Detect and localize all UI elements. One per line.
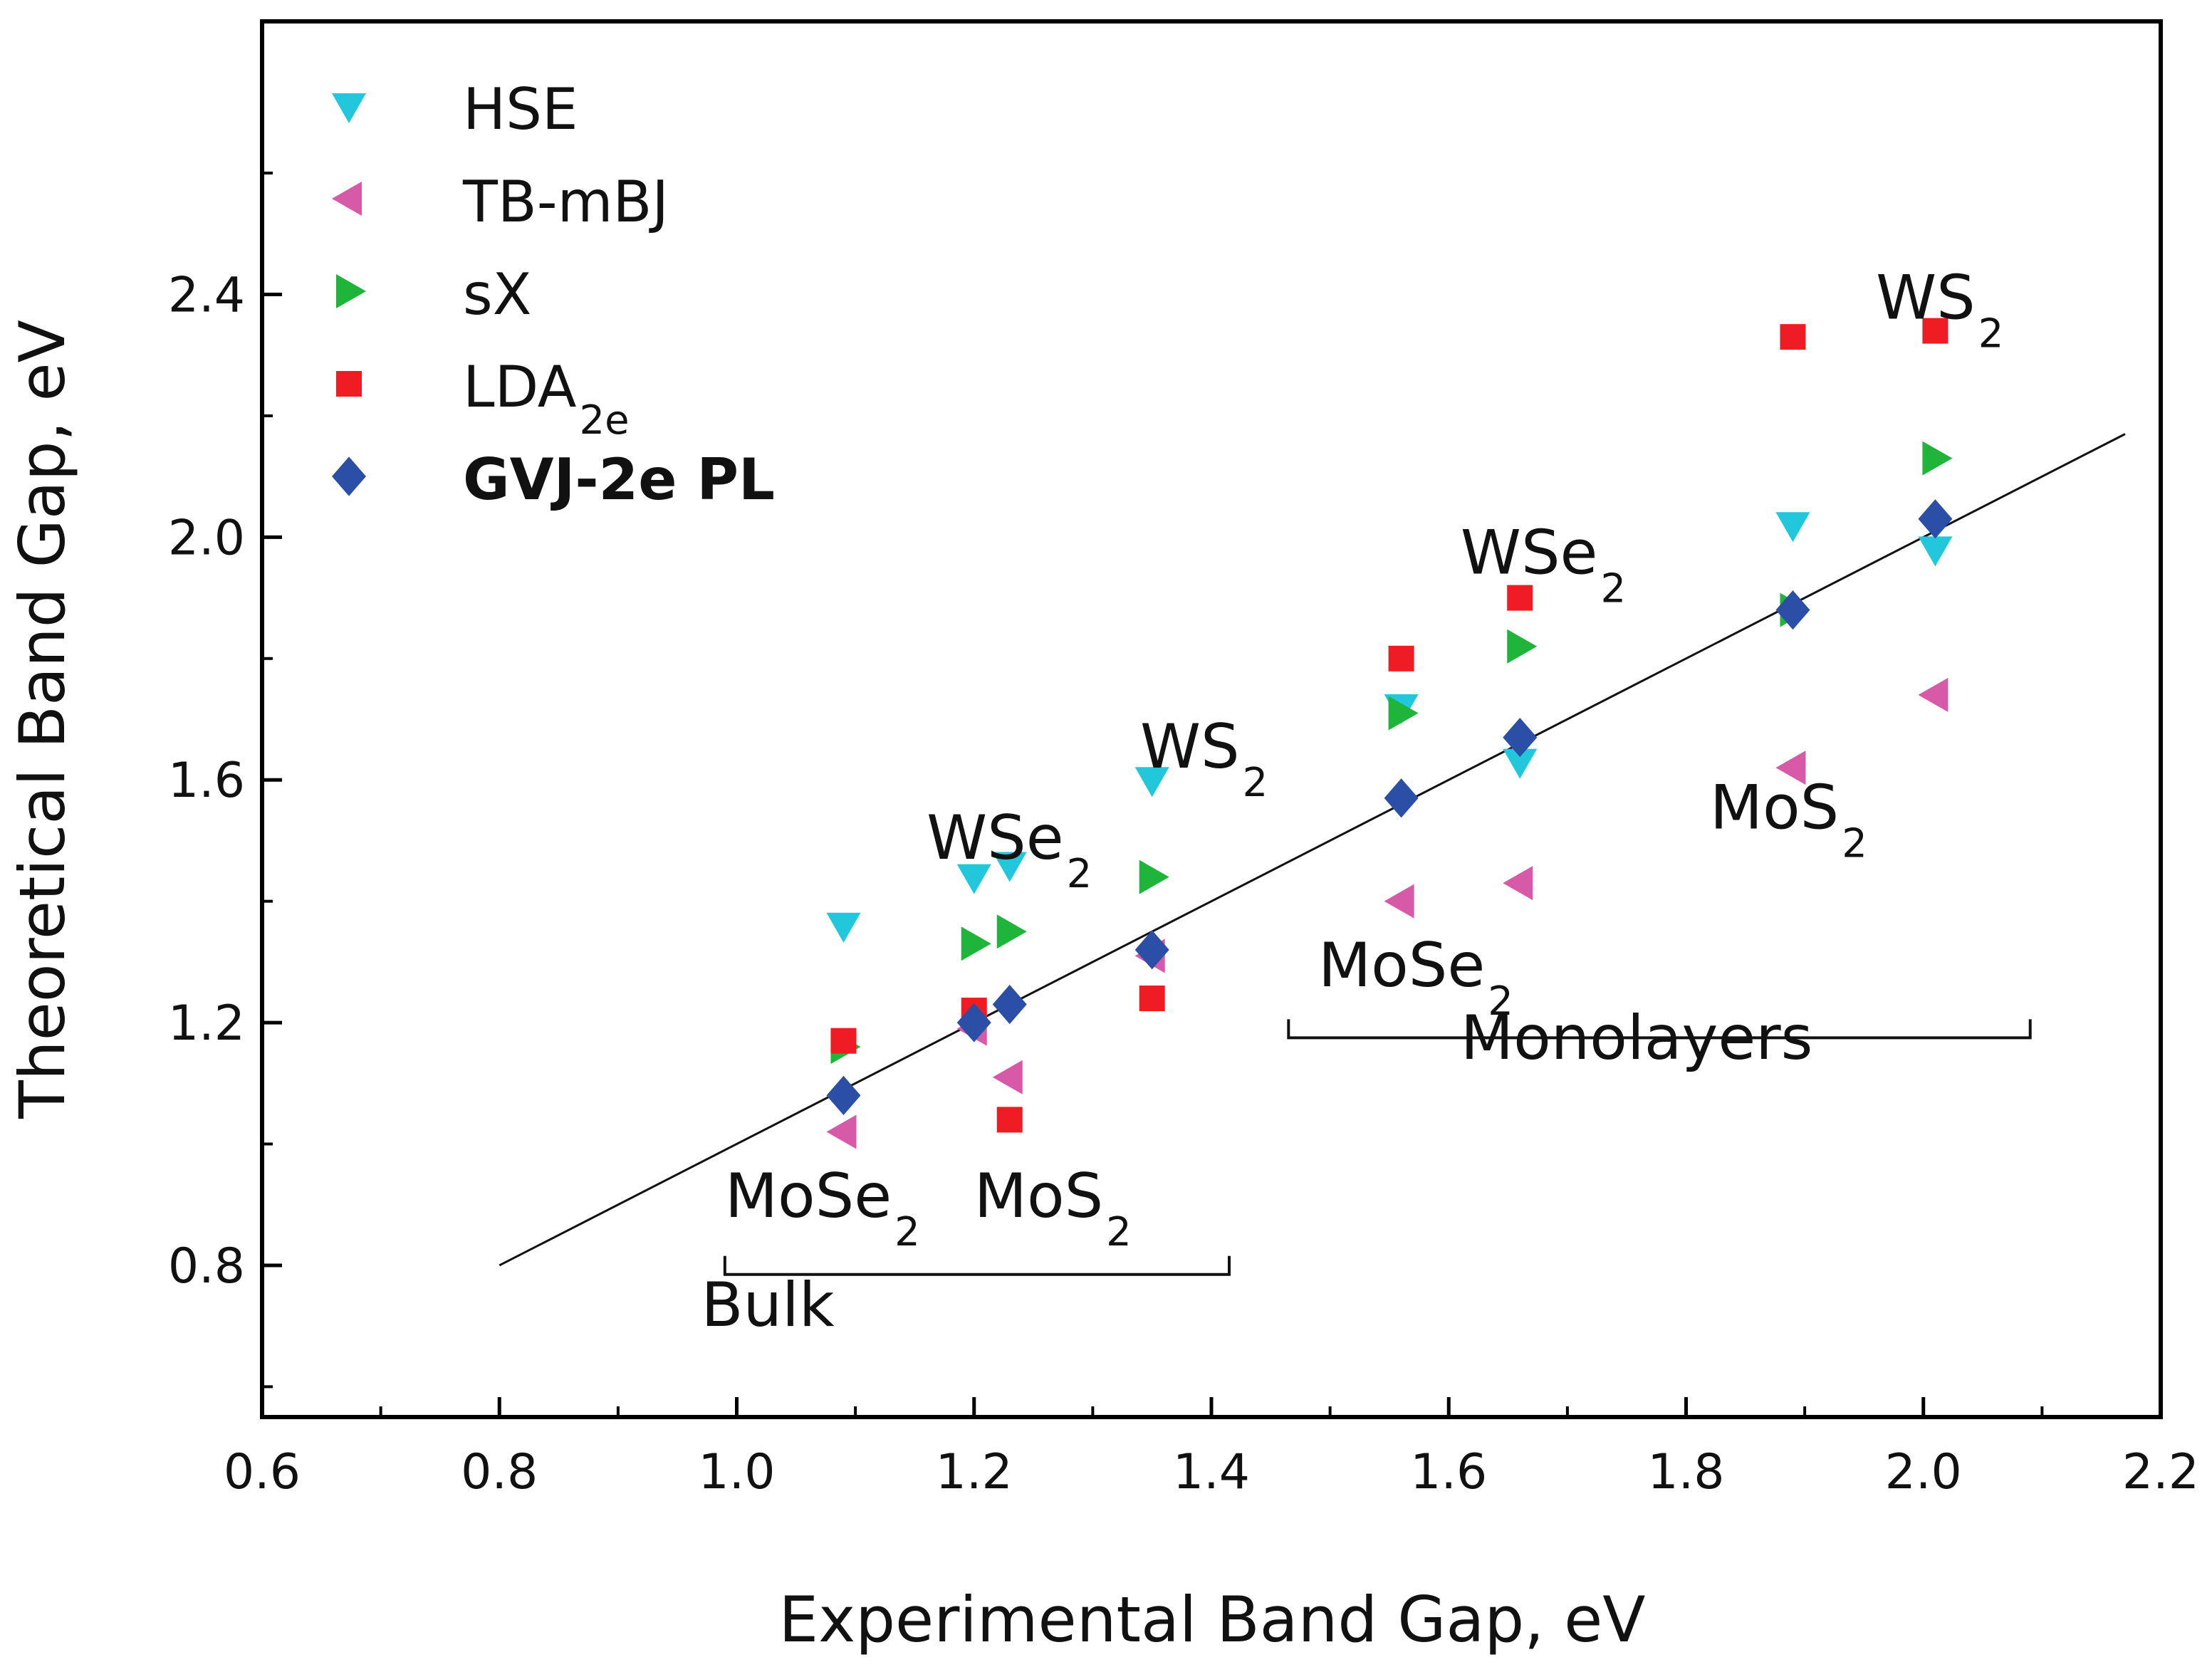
- y-tick-label: 2.4: [168, 267, 245, 323]
- point-gvj-2e-pl: [1503, 717, 1538, 758]
- annotation-label: MoS2: [974, 1161, 1132, 1255]
- point-tb-mbj: [1384, 884, 1414, 919]
- point-sx: [1922, 441, 1953, 476]
- point-gvj-2e-pl: [1775, 590, 1810, 630]
- y-tick-label: 1.2: [168, 996, 245, 1052]
- legend-marker-tb-mbj: [332, 182, 362, 216]
- y-tick-label: 2.0: [168, 510, 245, 566]
- point-gvj-2e-pl: [992, 984, 1027, 1025]
- annotation-label: WSe2: [1461, 517, 1626, 612]
- data-markers: [826, 318, 1953, 1149]
- annotation-label: Bulk: [701, 1270, 835, 1341]
- x-tick-label: 1.8: [1647, 1444, 1724, 1500]
- x-tick-label: 1.6: [1410, 1444, 1487, 1500]
- legend-label-tb-mbj: TB-mBJ: [462, 169, 669, 235]
- group-annotations: WS2 WSe2 MoSe2 MoS2 Bulk MoSe2 WSe2 MoS2 WS2 Mono…: [701, 263, 2004, 1342]
- legend-marker-hse: [332, 93, 366, 123]
- point-gvj-2e-pl: [956, 1003, 991, 1042]
- annotation-label: MoSe2: [725, 1161, 920, 1255]
- point-tb-mbj: [1503, 866, 1533, 901]
- annotation-label: WS2: [1876, 263, 2003, 357]
- point-lda: [1139, 986, 1165, 1011]
- point-tb-mbj: [992, 1060, 1023, 1094]
- legend-label-lda: LDA2e: [463, 354, 630, 444]
- x-axis-title: Experimental Band Gap, eV: [779, 1583, 1646, 1656]
- annotation-label: WSe2: [927, 803, 1092, 897]
- legend-marker-sx: [336, 274, 366, 308]
- point-lda: [1922, 318, 1948, 344]
- point-sx: [1388, 696, 1419, 731]
- point-sx: [996, 914, 1027, 949]
- x-tick-label: 0.8: [461, 1444, 538, 1500]
- point-lda: [1780, 324, 1806, 350]
- point-hse: [1134, 767, 1169, 798]
- point-gvj-2e-pl: [1918, 499, 1953, 539]
- legend-marker-gvj-2e-pl: [332, 456, 366, 496]
- point-hse: [1918, 536, 1953, 567]
- point-tb-mbj: [1918, 677, 1948, 712]
- legend-label-gvj-2e-pl: GVJ-2e PL: [463, 446, 775, 513]
- y-tick-label: 0.8: [168, 1238, 245, 1295]
- point-sx: [1139, 859, 1169, 894]
- point-lda: [1388, 645, 1414, 671]
- point-tb-mbj: [1775, 751, 1806, 785]
- annotation-label: WS2: [1140, 711, 1268, 806]
- reference-line-y-equals-x: [499, 433, 2126, 1267]
- point-hse: [1775, 512, 1810, 543]
- point-sx: [1507, 629, 1538, 664]
- x-tick-label: 1.0: [698, 1444, 775, 1500]
- point-lda: [830, 1028, 857, 1054]
- x-tick-label: 2.0: [1885, 1444, 1962, 1500]
- annotation-label: MoS2: [1710, 772, 1867, 867]
- x-tick-label: 1.2: [936, 1444, 1013, 1500]
- point-hse: [956, 864, 991, 894]
- point-gvj-2e-pl: [1134, 930, 1169, 970]
- x-tick-label: 2.2: [2122, 1444, 2199, 1500]
- legend-label-sx: sX: [463, 261, 531, 328]
- legend-label-hse: HSE: [463, 76, 578, 142]
- point-tb-mbj: [826, 1114, 857, 1149]
- y-tick-label: 1.6: [168, 753, 245, 809]
- point-sx: [961, 926, 991, 961]
- x-tick-label: 1.4: [1173, 1444, 1250, 1500]
- point-hse: [992, 852, 1027, 882]
- point-hse: [826, 912, 861, 943]
- point-lda: [1507, 585, 1533, 611]
- bracket-bulk: [723, 1255, 1231, 1276]
- annotation-label: MoSe2: [1318, 930, 1513, 1025]
- y-axis-title: Theoretical Band Gap, eV: [6, 320, 79, 1119]
- group-brackets: [723, 1019, 2032, 1276]
- point-gvj-2e-pl: [1384, 778, 1419, 818]
- bracket-monolayers: [1287, 1019, 2032, 1040]
- point-gvj-2e-pl: [826, 1075, 861, 1115]
- point-hse: [1503, 748, 1538, 779]
- x-tick-label: 0.6: [224, 1444, 301, 1500]
- point-lda: [996, 1107, 1023, 1133]
- annotation-label: Monolayers: [1461, 1003, 1813, 1074]
- legend-marker-lda: [336, 371, 362, 397]
- axis-ticks: 0.6 0.8 1.0 1.2 1.4 1.6 1.8 2.0 2.2 0.8 1.2 1.6 2.0 2…: [168, 172, 2199, 1500]
